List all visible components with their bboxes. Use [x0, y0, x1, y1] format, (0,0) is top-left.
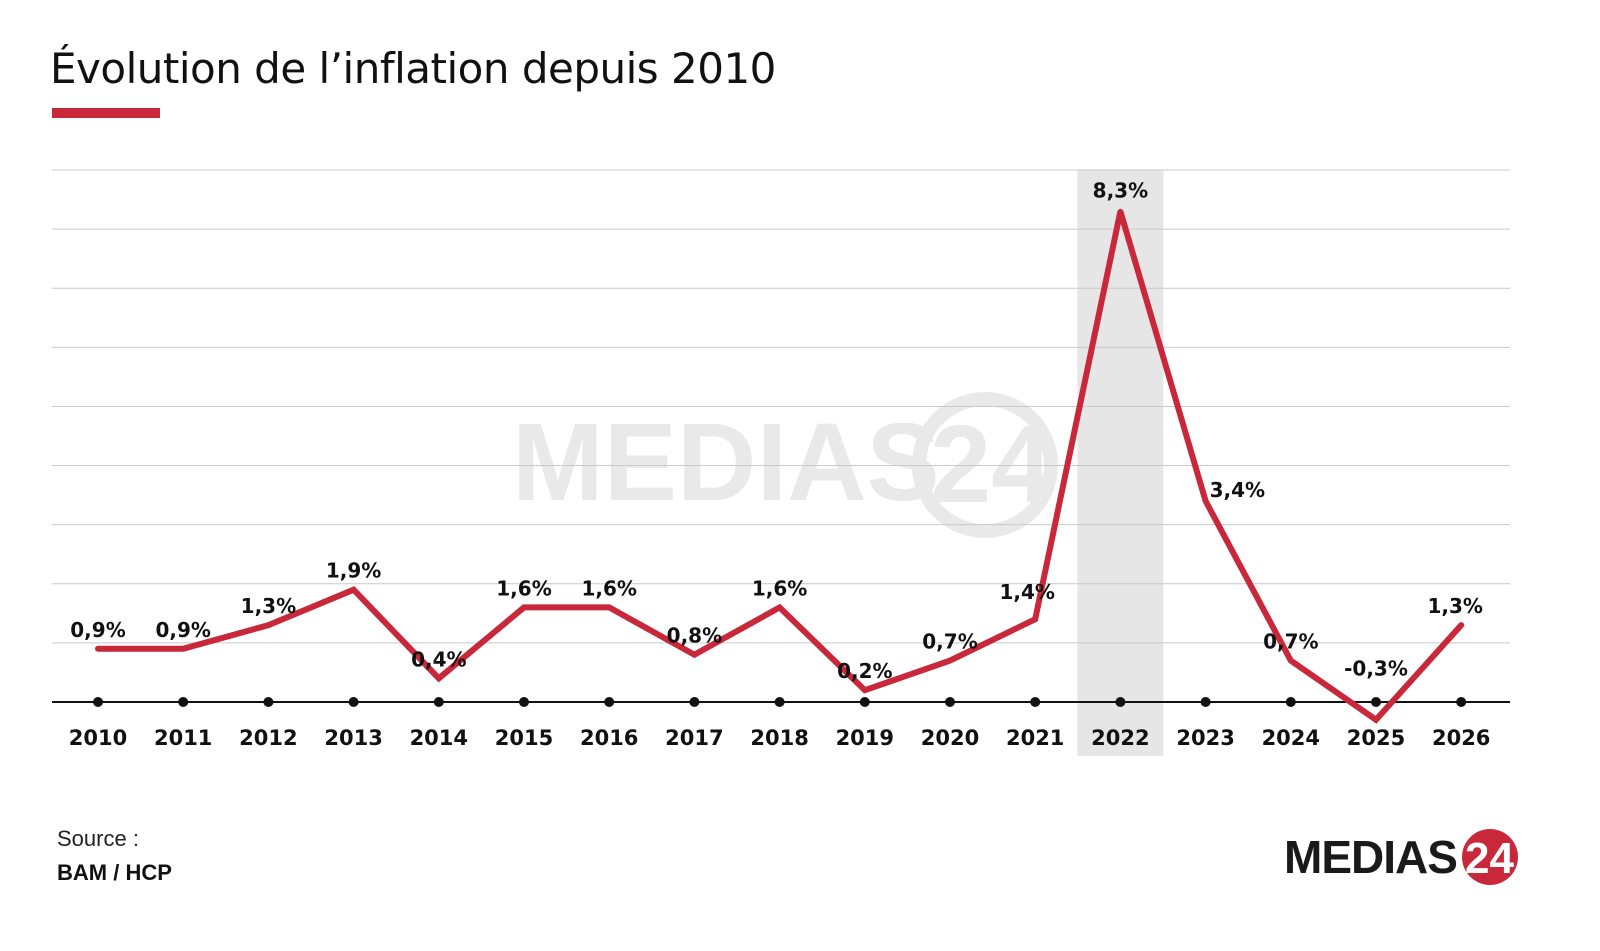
data-point [180, 646, 186, 652]
x-axis-dot [945, 697, 955, 707]
data-point [1117, 208, 1123, 214]
x-tick-label: 2021 [1006, 726, 1064, 750]
data-point [777, 604, 783, 610]
data-point [1458, 622, 1464, 628]
data-point [436, 675, 442, 681]
x-axis-dot [604, 697, 615, 707]
x-tick-label: 2024 [1262, 726, 1320, 750]
x-axis-dot [1200, 697, 1211, 707]
data-point [1032, 616, 1038, 622]
x-axis-dot [1115, 697, 1126, 707]
data-point [351, 587, 357, 593]
data-label: 8,3% [1093, 178, 1148, 202]
x-tick-label: 2019 [836, 726, 894, 750]
highlight-band-2022 [1077, 170, 1164, 756]
data-label: 3,4% [1210, 478, 1265, 502]
x-tick-label: 2014 [410, 726, 468, 750]
data-label: 0,8% [667, 624, 722, 648]
data-point [691, 652, 697, 658]
chart-title: Évolution de l’inflation depuis 2010 [50, 44, 776, 93]
data-point [947, 658, 953, 664]
watermark-text: MEDIAS [512, 401, 940, 524]
watermark-circle [912, 392, 1058, 538]
data-label: 1,6% [752, 576, 807, 600]
x-tick-label: 2026 [1432, 726, 1490, 750]
data-label: 1,6% [581, 576, 636, 600]
data-label: 1,3% [1427, 594, 1482, 618]
x-axis-dot [263, 697, 274, 707]
source-value: BAM / HCP [57, 860, 172, 885]
data-label: 0,2% [837, 659, 892, 683]
x-axis-dot [1030, 697, 1041, 707]
x-axis-dot [859, 697, 870, 707]
x-axis-dot [1456, 697, 1467, 707]
data-label: 1,3% [241, 594, 296, 618]
data-point [606, 604, 612, 610]
data-point [1373, 717, 1379, 723]
data-label: 0,7% [1263, 630, 1318, 654]
x-tick-label: 2012 [239, 726, 297, 750]
x-tick-label: 2015 [495, 726, 553, 750]
x-tick-label: 2025 [1347, 726, 1405, 750]
x-tick-label: 2013 [324, 726, 382, 750]
data-label: 0,4% [411, 647, 466, 671]
data-label: 0,9% [70, 618, 125, 642]
x-tick-label: 2023 [1176, 726, 1234, 750]
x-axis-dot [689, 697, 700, 707]
x-tick-label: 2018 [750, 726, 808, 750]
source-label: Source : [57, 826, 139, 851]
source-block: Source : BAM / HCP [57, 826, 172, 886]
data-label: 1,6% [496, 576, 551, 600]
x-tick-label: 2017 [665, 726, 723, 750]
data-label: 1,9% [326, 559, 381, 583]
logo-circle [1462, 829, 1518, 885]
x-axis-dot [348, 697, 359, 707]
x-tick-label: 2022 [1091, 726, 1149, 750]
x-axis-dot [519, 697, 529, 707]
x-axis-dot [774, 697, 785, 707]
data-label: -0,3% [1344, 657, 1408, 681]
logo-text: MEDIAS [1284, 831, 1457, 883]
watermark: MEDIAS 24 [512, 392, 1058, 538]
data-point [1288, 658, 1294, 664]
x-axis-dot [178, 697, 189, 707]
data-label: 1,4% [999, 580, 1054, 604]
data-label: 0,9% [155, 618, 210, 642]
data-point [862, 687, 868, 693]
watermark-number: 24 [930, 403, 1052, 526]
x-axis-dot [93, 697, 103, 707]
data-point [95, 646, 101, 652]
logo-number: 24 [1465, 834, 1514, 883]
x-axis-dot [1285, 697, 1296, 707]
x-tick-label: 2010 [69, 726, 127, 750]
data-point [521, 604, 527, 610]
data-point [265, 622, 271, 628]
medias24-logo: MEDIAS 24 [1284, 829, 1518, 885]
x-axis-dot [1371, 697, 1381, 707]
x-axis-dot [433, 697, 444, 707]
title-underline [52, 108, 160, 118]
x-tick-label: 2016 [580, 726, 638, 750]
data-point [1203, 498, 1209, 504]
x-tick-label: 2020 [921, 726, 979, 750]
data-label: 0,7% [922, 630, 977, 654]
x-tick-label: 2011 [154, 726, 212, 750]
